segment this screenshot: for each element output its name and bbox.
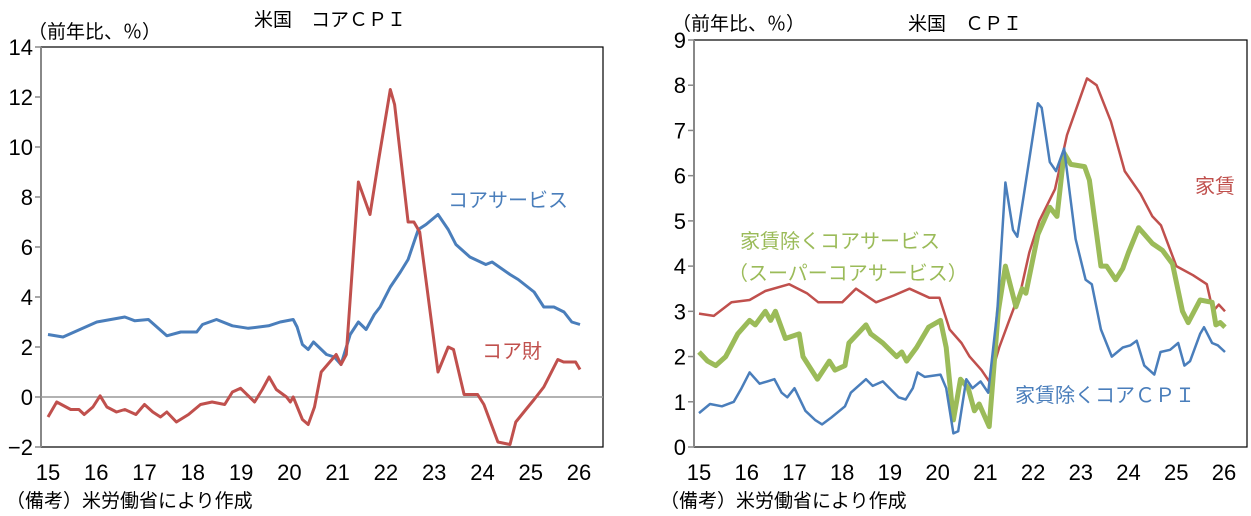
x-tick-label: 21 xyxy=(973,460,997,485)
x-tick-label: 15 xyxy=(36,460,60,485)
y-tick-label: 12 xyxy=(9,85,33,110)
x-tick-label: 26 xyxy=(1212,460,1236,485)
x-tick-label: 19 xyxy=(229,460,253,485)
x-tick-label: 16 xyxy=(734,460,758,485)
x-tick-label: 15 xyxy=(687,460,711,485)
x-tick-label: 24 xyxy=(470,460,494,485)
x-tick-label: 18 xyxy=(830,460,854,485)
series-line-2 xyxy=(697,150,1227,430)
x-tick-label: 18 xyxy=(181,460,205,485)
right-y-axis-label: （前年比、％） xyxy=(672,13,805,35)
y-tick-label: 2 xyxy=(674,345,686,370)
y-tick-label: −2 xyxy=(8,435,33,460)
y-tick-label: 4 xyxy=(674,254,686,279)
y-tick-label: 3 xyxy=(674,299,686,324)
series-label-supercore-line1: 家賃除くコアサービス xyxy=(740,229,940,253)
y-tick-label: 14 xyxy=(9,35,33,60)
y-tick-label: 0 xyxy=(674,435,686,460)
y-tick-label: 6 xyxy=(21,235,33,260)
series-label-core-ex-rent: 家賃除くコアＣＰＩ xyxy=(1015,383,1195,407)
y-tick-label: 9 xyxy=(674,28,686,53)
series-label-rent: 家賃 xyxy=(1195,174,1235,198)
x-tick-label: 20 xyxy=(277,460,301,485)
x-tick-label: 19 xyxy=(878,460,902,485)
series-line-2 xyxy=(46,88,582,446)
plot-frame xyxy=(40,46,604,448)
left-y-axis-label: （前年比、％） xyxy=(28,21,161,43)
series-label-core-services: コアサービス xyxy=(448,188,568,212)
y-tick-label: 8 xyxy=(21,185,33,210)
y-tick-label: 10 xyxy=(9,135,33,160)
x-tick-label: 17 xyxy=(782,460,806,485)
x-tick-label: 25 xyxy=(518,460,542,485)
y-tick-label: 7 xyxy=(674,118,686,143)
x-tick-label: 22 xyxy=(374,460,398,485)
y-tick-label: 4 xyxy=(21,285,33,310)
x-tick-label: 23 xyxy=(1069,460,1093,485)
series-line-3 xyxy=(698,102,1226,435)
series-label-core-goods: コア財 xyxy=(482,339,542,363)
y-tick-label: 5 xyxy=(674,209,686,234)
y-tick-label: 2 xyxy=(21,335,33,360)
x-tick-label: 26 xyxy=(567,460,591,485)
x-tick-label: 23 xyxy=(422,460,446,485)
left-source-note: （備考）米労働省により作成 xyxy=(6,490,253,512)
x-tick-label: 21 xyxy=(325,460,349,485)
right-chart-title: 米国 ＣＰＩ xyxy=(908,13,1022,35)
x-tick-label: 25 xyxy=(1164,460,1188,485)
x-tick-label: 20 xyxy=(925,460,949,485)
x-tick-label: 16 xyxy=(84,460,108,485)
y-tick-label: 6 xyxy=(674,164,686,189)
series-line-1 xyxy=(47,213,581,366)
x-tick-label: 24 xyxy=(1116,460,1140,485)
series-label-supercore-line2: （スーパーコアサービス） xyxy=(728,261,968,285)
y-tick-label: 1 xyxy=(674,390,686,415)
y-tick-label: 0 xyxy=(21,385,33,410)
left-chart-title: 米国 コアＣＰＩ xyxy=(254,9,406,31)
x-tick-label: 17 xyxy=(132,460,156,485)
x-tick-label: 22 xyxy=(1021,460,1045,485)
y-tick-label: 8 xyxy=(674,73,686,98)
right-source-note: （備考）米労働省により作成 xyxy=(660,490,907,512)
